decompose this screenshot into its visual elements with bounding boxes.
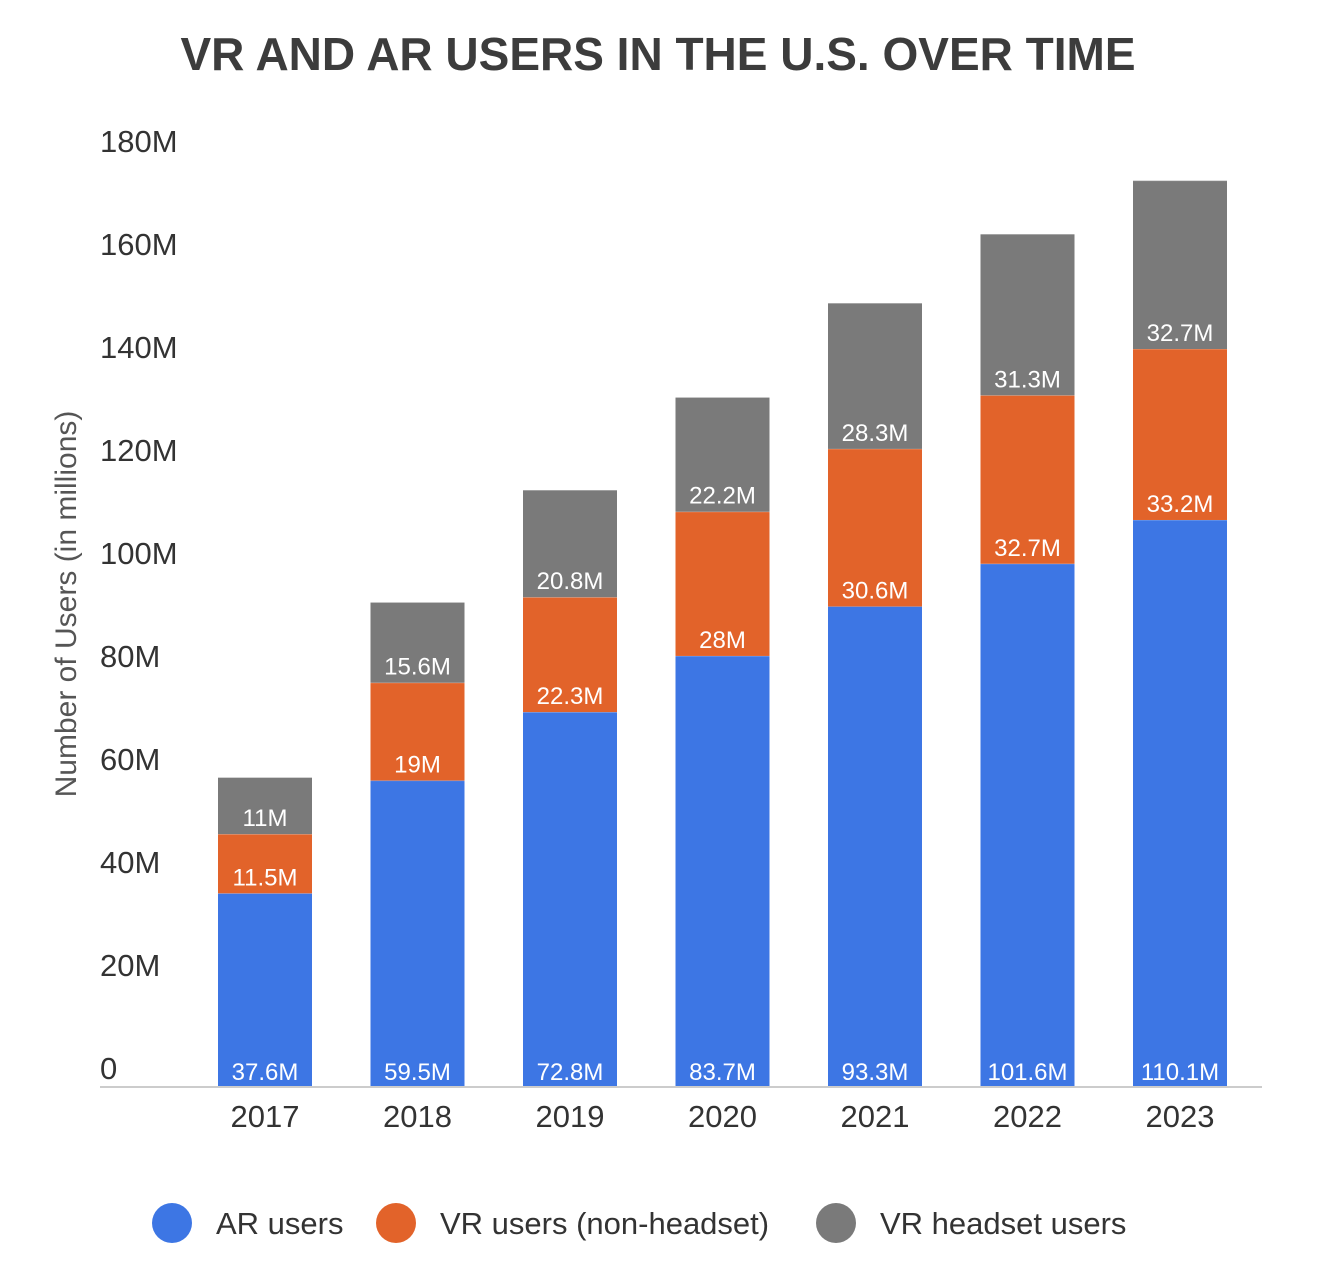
bar-segment-2017-series-0 (218, 893, 312, 1087)
bars-group (218, 180, 1227, 1087)
data-label: 28.3M (842, 420, 909, 447)
x-tick-label: 2022 (993, 1099, 1062, 1134)
y-tick-label: 120M (100, 433, 178, 468)
bar-segment-2018-series-0 (370, 780, 465, 1087)
data-label: 33.2M (1147, 491, 1214, 518)
legend: AR users VR users (non-headset) VR headset… (152, 1203, 1126, 1243)
data-label: 28M (699, 627, 746, 654)
data-labels-group: 37.6M 11.5M 11M 59.5M 19M 15.6M 72.8M 22.3M 20.8… (232, 320, 1219, 1086)
data-label: 20.8M (537, 568, 604, 595)
bar-segment-2020-series-1 (675, 511, 770, 656)
bar-segment-2020-series-0 (675, 655, 770, 1087)
data-label: 32.7M (994, 535, 1061, 562)
data-label: 19M (394, 752, 441, 779)
bar-segment-2022-series-1 (980, 395, 1075, 564)
data-label: 30.6M (842, 578, 909, 605)
chart-title: VR AND AR USERS IN THE U.S. OVER TIME (180, 28, 1135, 80)
x-axis-ticks: 2017 2018 2019 2020 2021 2022 2023 (231, 1099, 1215, 1134)
x-tick-label: 2020 (688, 1099, 757, 1134)
y-tick-label: 40M (100, 845, 160, 880)
data-label: 83.7M (689, 1059, 756, 1086)
y-tick-label: 20M (100, 948, 160, 983)
x-tick-label: 2017 (231, 1099, 300, 1134)
bar-segment-2017-series-2 (218, 777, 312, 835)
data-label: 11M (243, 805, 288, 832)
y-tick-label: 60M (100, 742, 160, 777)
data-label: 31.3M (994, 366, 1061, 393)
bar-segment-2019-series-2 (523, 490, 617, 598)
legend-swatch (816, 1203, 856, 1243)
data-label: 22.3M (537, 683, 604, 710)
x-tick-label: 2021 (841, 1099, 910, 1134)
bar-segment-2020-series-2 (675, 397, 770, 512)
data-label: 32.7M (1147, 320, 1214, 347)
bar-segment-2017-series-1 (218, 834, 312, 894)
data-label: 37.6M (232, 1059, 299, 1086)
bar-segment-2021-series-1 (828, 448, 922, 607)
bar-segment-2022-series-2 (980, 234, 1075, 396)
legend-swatch (152, 1203, 192, 1243)
y-tick-label: 180M (100, 124, 178, 159)
x-tick-label: 2023 (1146, 1099, 1215, 1134)
bar-segment-2018-series-1 (370, 682, 465, 781)
bar-segment-2023-series-0 (1133, 519, 1227, 1087)
bar-segment-2019-series-1 (523, 597, 617, 713)
bar-segment-2023-series-1 (1133, 349, 1227, 520)
bar-segment-2018-series-2 (370, 602, 465, 683)
data-label: 101.6M (987, 1059, 1067, 1086)
data-label: 59.5M (384, 1059, 451, 1086)
data-label: 110.1M (1141, 1059, 1219, 1086)
bar-segment-2023-series-2 (1133, 180, 1227, 350)
y-tick-label: 160M (100, 227, 178, 262)
bar-segment-2019-series-0 (523, 712, 617, 1087)
legend-label: VR users (non-headset) (440, 1206, 769, 1241)
bar-segment-2021-series-2 (828, 303, 922, 449)
data-label: 72.8M (537, 1059, 604, 1086)
y-axis-label: Number of Users (in millions) (50, 411, 83, 798)
legend-label: VR headset users (880, 1206, 1126, 1241)
data-label: 15.6M (384, 654, 451, 681)
y-tick-label: 140M (100, 330, 178, 365)
x-tick-label: 2019 (536, 1099, 605, 1134)
legend-label: AR users (216, 1206, 343, 1241)
legend-swatch (376, 1203, 416, 1243)
data-label: 93.3M (842, 1059, 909, 1086)
y-tick-label: 100M (100, 536, 178, 571)
data-label: 22.2M (689, 483, 756, 510)
bar-segment-2022-series-0 (980, 563, 1075, 1087)
y-tick-label: 0 (100, 1051, 117, 1086)
data-label: 11.5M (233, 864, 298, 891)
bar-segment-2021-series-0 (828, 606, 922, 1087)
y-axis-ticks: 0 20M 40M 60M 80M 100M 120M 140M 160M 180M (100, 124, 178, 1086)
y-tick-label: 80M (100, 639, 160, 674)
x-tick-label: 2018 (383, 1099, 452, 1134)
